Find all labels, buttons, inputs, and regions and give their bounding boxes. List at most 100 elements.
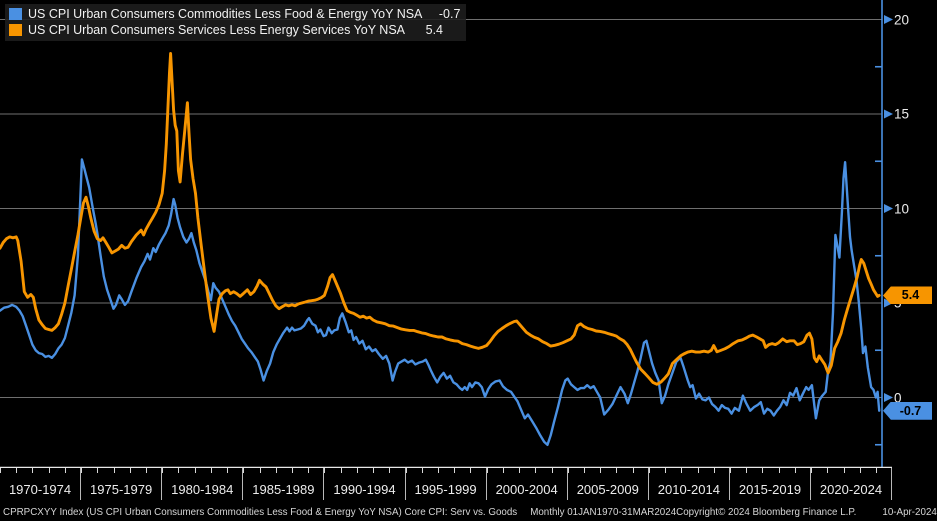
footer-copyright: Copyright© 2024 Bloomberg Finance L.P. xyxy=(676,506,857,518)
x-axis-period-cell[interactable]: 2005-2009 xyxy=(568,468,649,500)
x-axis-year-tick xyxy=(16,468,18,473)
x-axis-year-tick xyxy=(129,468,131,473)
y-major-tick-arrow xyxy=(884,204,893,213)
x-axis-year-tick xyxy=(648,468,650,473)
y-major-tick-arrow xyxy=(884,15,893,24)
x-axis-year-tick xyxy=(762,468,764,473)
x-axis-year-tick xyxy=(794,468,796,473)
x-axis-band: 1970-1974 1975-1979 1980-1984 1985-1989 1990… xyxy=(0,468,937,501)
x-axis-year-tick xyxy=(421,468,423,473)
footer-ticker-description: CPRPCXYY Index (US CPI Urban Consumers C… xyxy=(3,506,518,518)
x-axis-year-tick xyxy=(194,468,196,473)
chart-plot-area[interactable] xyxy=(0,0,937,468)
last-value-badge: -0.7 xyxy=(883,401,932,420)
x-axis-year-tick xyxy=(275,468,277,473)
x-axis-year-tick xyxy=(259,468,261,473)
x-axis-year-tick xyxy=(567,468,569,473)
x-axis-year-tick xyxy=(843,468,845,473)
y-axis-tick-label: 20 xyxy=(894,12,910,27)
legend-item-services[interactable]: US CPI Urban Consumers Services Less Ene… xyxy=(9,22,460,38)
x-axis-year-tick xyxy=(811,468,813,473)
y-axis-tick-label: 0 xyxy=(894,390,902,405)
x-axis-year-tick xyxy=(113,468,115,473)
x-axis-period-cell[interactable]: 1990-1994 xyxy=(324,468,406,500)
y-major-tick-arrow xyxy=(884,109,893,119)
legend-item-commodities[interactable]: US CPI Urban Consumers Commodities Less … xyxy=(9,6,460,22)
x-axis-period-cell[interactable]: 1980-1984 xyxy=(162,468,244,500)
x-axis-period-label: 1990-1994 xyxy=(333,482,396,497)
x-axis-year-tick xyxy=(64,468,66,473)
x-axis-year-tick xyxy=(583,468,585,473)
y-major-tick-arrow xyxy=(884,393,893,402)
commodities-series-swatch-icon xyxy=(9,8,22,20)
x-axis-year-tick xyxy=(243,468,245,473)
x-axis-year-tick xyxy=(778,468,780,473)
x-axis-year-tick xyxy=(746,468,748,473)
x-axis-year-tick xyxy=(32,468,34,473)
x-axis-year-tick xyxy=(454,468,456,473)
x-axis-year-tick xyxy=(356,468,358,473)
legend-last-value: -0.7 xyxy=(438,7,461,21)
x-axis-period-cell[interactable]: 2020-2024 xyxy=(811,468,892,500)
x-axis-year-tick xyxy=(324,468,326,473)
x-axis-period-cell[interactable]: 2010-2014 xyxy=(649,468,730,500)
x-axis-period-label: 1970-1974 xyxy=(8,482,72,497)
x-axis-period-label: 2005-2009 xyxy=(576,482,639,497)
chart-legend: US CPI Urban Consumers Commodities Less … xyxy=(5,4,467,41)
x-axis-year-tick xyxy=(405,468,407,473)
x-axis-period-label: 1985-1989 xyxy=(252,482,315,497)
footer-timestamp: 10-Apr-2024 08:44:53 xyxy=(882,506,937,518)
footer-bar: CPRPCXYY Index (US CPI Urban Consumers C… xyxy=(0,503,937,521)
services-series-line[interactable] xyxy=(0,52,881,386)
last-value-badge: 5.4 xyxy=(883,286,932,305)
x-axis-year-tick xyxy=(291,468,293,473)
x-axis-period-label: 2020-2024 xyxy=(819,482,883,497)
x-axis-period-label: 2015-2019 xyxy=(738,482,802,497)
x-axis-period-cell[interactable]: 1995-1999 xyxy=(406,468,487,500)
x-axis-period-cell[interactable]: 1975-1979 xyxy=(81,468,163,500)
x-axis-year-tick xyxy=(340,468,342,473)
x-axis-year-tick xyxy=(875,468,877,473)
x-axis-year-tick xyxy=(0,468,1,473)
x-axis-year-tick xyxy=(437,468,439,473)
services-series-swatch-icon xyxy=(9,24,22,36)
x-axis-year-tick xyxy=(48,468,50,473)
footer-periodicity: Monthly 01JAN1970-31MAR2024 xyxy=(530,506,677,518)
x-axis-period-cell[interactable]: 2000-2004 xyxy=(487,468,568,500)
x-axis-year-tick xyxy=(600,468,602,473)
x-axis-year-tick xyxy=(227,468,229,473)
y-axis-tick-label: 15 xyxy=(894,106,910,122)
x-axis-year-tick xyxy=(681,468,683,473)
x-axis-period-label: 2010-2014 xyxy=(657,482,720,497)
x-axis-year-tick xyxy=(665,468,667,473)
x-axis-year-tick xyxy=(859,468,861,473)
legend-label: US CPI Urban Consumers Commodities Less … xyxy=(28,7,423,21)
x-axis-period-cell[interactable]: 1985-1989 xyxy=(243,468,325,500)
x-axis-year-tick xyxy=(519,468,521,473)
x-axis-year-tick xyxy=(470,468,472,473)
x-axis-year-tick xyxy=(210,468,212,473)
x-axis-year-tick xyxy=(729,468,731,473)
x-axis-year-tick xyxy=(535,468,537,473)
x-axis-year-tick xyxy=(632,468,634,473)
x-axis-year-tick xyxy=(502,468,504,473)
x-axis-year-tick xyxy=(486,468,488,473)
x-axis-period-label: 1975-1979 xyxy=(90,482,153,497)
x-axis-year-tick xyxy=(697,468,699,473)
x-axis-period-label: 1995-1999 xyxy=(414,482,477,497)
x-axis-year-tick xyxy=(308,468,310,473)
x-axis-period-cell[interactable]: 1970-1974 xyxy=(0,468,82,500)
x-axis-year-tick xyxy=(162,468,164,473)
x-axis-year-tick xyxy=(373,468,375,473)
x-axis-year-tick xyxy=(97,468,99,473)
y-axis-tick-label: 10 xyxy=(894,201,910,216)
x-axis-year-tick xyxy=(827,468,829,473)
x-axis-year-tick xyxy=(81,468,83,473)
y-major-tick-arrow xyxy=(884,298,893,308)
x-axis-period-cell[interactable]: 2015-2019 xyxy=(730,468,812,500)
commodities-series-line[interactable] xyxy=(0,158,881,446)
legend-label: US CPI Urban Consumers Services Less Ene… xyxy=(28,23,406,37)
x-axis-period-label: 2000-2004 xyxy=(495,482,558,497)
x-axis-period-label: 1980-1984 xyxy=(171,482,234,497)
